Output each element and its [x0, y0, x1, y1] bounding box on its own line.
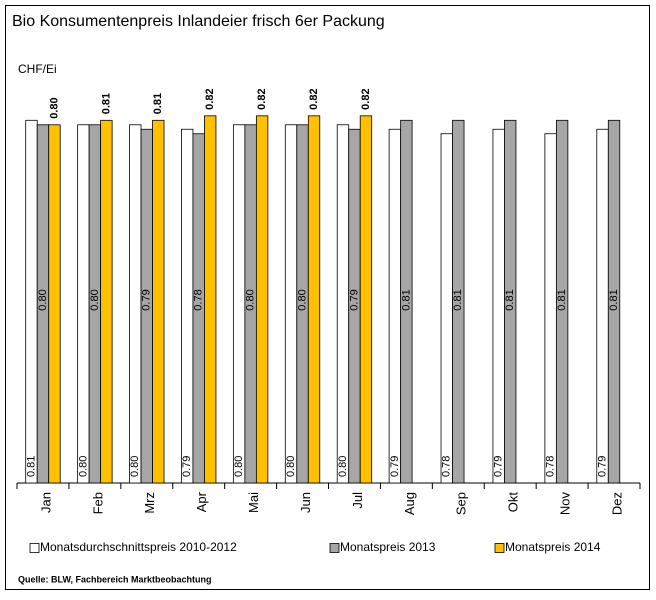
chart-title: Bio Konsumentenpreis Inlandeier frisch 6…: [12, 13, 385, 30]
data-label: 0.80: [89, 289, 101, 310]
bar: [181, 128, 194, 484]
data-label: 0.81: [556, 289, 568, 310]
data-label: 0.80: [296, 289, 308, 310]
bar: [400, 119, 413, 484]
data-label: 0.79: [348, 289, 360, 310]
bar: [336, 124, 350, 484]
data-label: 0.81: [504, 289, 516, 310]
data-label: 0.81: [152, 93, 164, 114]
bar: [129, 124, 142, 484]
data-label: 0.80: [37, 289, 49, 310]
data-label: 0.80: [233, 456, 245, 477]
y-axis-label: CHF/Ei: [18, 62, 57, 76]
data-label: 0.78: [441, 456, 453, 477]
bar: [255, 115, 269, 484]
bar: [232, 124, 246, 484]
chart-frame: [5, 5, 650, 590]
bar: [204, 115, 217, 484]
x-tick-label: Sep: [454, 492, 469, 515]
data-label: 0.81: [400, 289, 412, 310]
x-tick-label: Jan: [38, 492, 53, 513]
source: Quelle: BLW, Fachbereich Marktbeobachtun…: [18, 574, 212, 584]
data-label: 0.79: [596, 456, 608, 477]
x-tick-label: Mrz: [142, 492, 157, 514]
data-label: 0.81: [25, 456, 37, 477]
x-tick-label: Feb: [90, 492, 105, 514]
data-label: 0.82: [308, 88, 320, 109]
x-tick-label: Mai: [246, 492, 261, 513]
bar: [440, 133, 453, 484]
data-label: 0.80: [245, 289, 257, 310]
data-label: 0.79: [389, 456, 401, 477]
data-label: 0.80: [48, 97, 60, 118]
bar: [452, 119, 465, 484]
bar: [607, 119, 621, 484]
bar: [492, 128, 505, 484]
data-label: 0.81: [100, 93, 112, 114]
legend-label: Monatsdurchschnittspreis 2010-2012: [40, 540, 237, 554]
data-label: 0.81: [608, 289, 620, 310]
x-tick-label: Apr: [194, 491, 209, 512]
bar: [152, 119, 165, 484]
data-label: 0.82: [204, 88, 216, 109]
legend-swatch: [29, 543, 40, 553]
bar: [596, 128, 609, 484]
data-label: 0.79: [181, 456, 193, 477]
bar: [25, 119, 38, 484]
bar: [307, 115, 321, 484]
bar: [544, 133, 557, 484]
data-label: 0.78: [193, 289, 205, 310]
bar: [388, 128, 402, 484]
legend-swatch: [494, 543, 505, 553]
data-label: 0.82: [360, 88, 372, 109]
data-label: 0.80: [285, 456, 297, 477]
data-label: 0.78: [545, 456, 557, 477]
bar: [77, 124, 90, 484]
x-tick-label: Dez: [609, 492, 624, 515]
x-tick-label: Aug: [402, 492, 417, 515]
x-tick-label: Jul: [350, 492, 365, 509]
bar: [284, 124, 298, 484]
data-label: 0.79: [141, 289, 153, 310]
legend-swatch: [329, 543, 340, 553]
data-label: 0.81: [452, 289, 464, 310]
bar: [100, 119, 113, 484]
x-tick-label: Nov: [558, 492, 573, 516]
data-label: 0.80: [129, 456, 141, 477]
x-tick-label: Jun: [298, 492, 313, 513]
x-tick-label: Okt: [506, 492, 521, 513]
data-label: 0.80: [77, 456, 89, 477]
data-label: 0.79: [493, 456, 505, 477]
data-label: 0.82: [256, 88, 268, 109]
legend-label: Monatspreis 2013: [340, 540, 436, 554]
bar: [504, 119, 517, 484]
bar: [555, 119, 569, 484]
legend-label: Monatspreis 2014: [505, 540, 601, 554]
data-label: 0.80: [337, 456, 349, 477]
bar: [48, 124, 61, 484]
bar: [359, 115, 373, 484]
